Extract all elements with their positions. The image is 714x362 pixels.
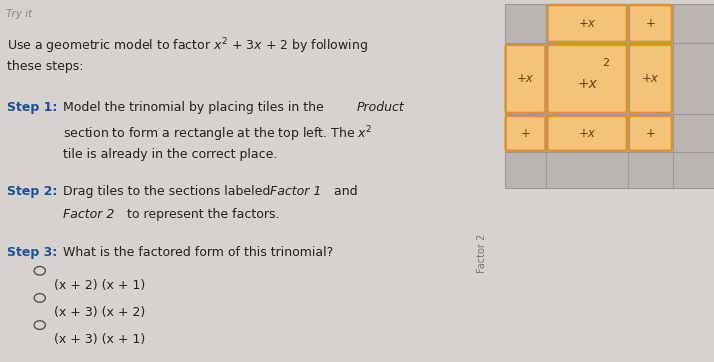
Text: 2: 2	[602, 58, 609, 68]
Text: +: +	[645, 17, 655, 30]
Text: Factor 1: Factor 1	[270, 185, 321, 198]
Text: Step 2:: Step 2:	[7, 185, 57, 198]
Text: +x: +x	[577, 77, 597, 91]
Text: (x + 2) (x + 1): (x + 2) (x + 1)	[54, 279, 145, 292]
FancyBboxPatch shape	[629, 116, 672, 151]
FancyBboxPatch shape	[506, 45, 545, 113]
Text: Product: Product	[356, 101, 404, 114]
Text: Step 1:: Step 1:	[7, 101, 57, 114]
Text: +: +	[521, 127, 531, 140]
Text: +: +	[645, 127, 655, 140]
Text: +x: +x	[578, 17, 595, 30]
Text: Step 3:: Step 3:	[7, 246, 57, 259]
FancyBboxPatch shape	[629, 5, 672, 42]
Text: to represent the factors.: to represent the factors.	[123, 208, 279, 221]
Text: +x: +x	[517, 72, 534, 85]
Text: +x: +x	[642, 72, 659, 85]
Text: Factor 2: Factor 2	[478, 234, 488, 273]
Text: and: and	[330, 185, 357, 198]
Text: section to form a rectangle at the top left. The $x^2$: section to form a rectangle at the top l…	[63, 125, 373, 144]
Text: Drag tiles to the sections labeled: Drag tiles to the sections labeled	[63, 185, 274, 198]
FancyBboxPatch shape	[548, 5, 627, 42]
Text: (x + 3) (x + 1): (x + 3) (x + 1)	[54, 333, 145, 346]
Text: What is the factored form of this trinomial?: What is the factored form of this trinom…	[63, 246, 333, 259]
Text: Model the trinomial by placing tiles in the: Model the trinomial by placing tiles in …	[63, 101, 328, 114]
Text: tile is already in the correct place.: tile is already in the correct place.	[63, 148, 278, 161]
Text: (x + 3) (x + 2): (x + 3) (x + 2)	[54, 306, 145, 319]
Text: Try it: Try it	[6, 9, 32, 19]
Text: Factor 2: Factor 2	[63, 208, 114, 221]
Text: +x: +x	[578, 127, 595, 140]
Text: Use a geometric model to factor $x^2$ + 3$x$ + 2 by following: Use a geometric model to factor $x^2$ + …	[7, 36, 368, 56]
FancyBboxPatch shape	[548, 45, 627, 113]
FancyBboxPatch shape	[506, 116, 545, 151]
Text: these steps:: these steps:	[7, 60, 84, 73]
FancyBboxPatch shape	[548, 116, 627, 151]
Bar	[505, 4, 714, 188]
FancyBboxPatch shape	[629, 45, 672, 113]
